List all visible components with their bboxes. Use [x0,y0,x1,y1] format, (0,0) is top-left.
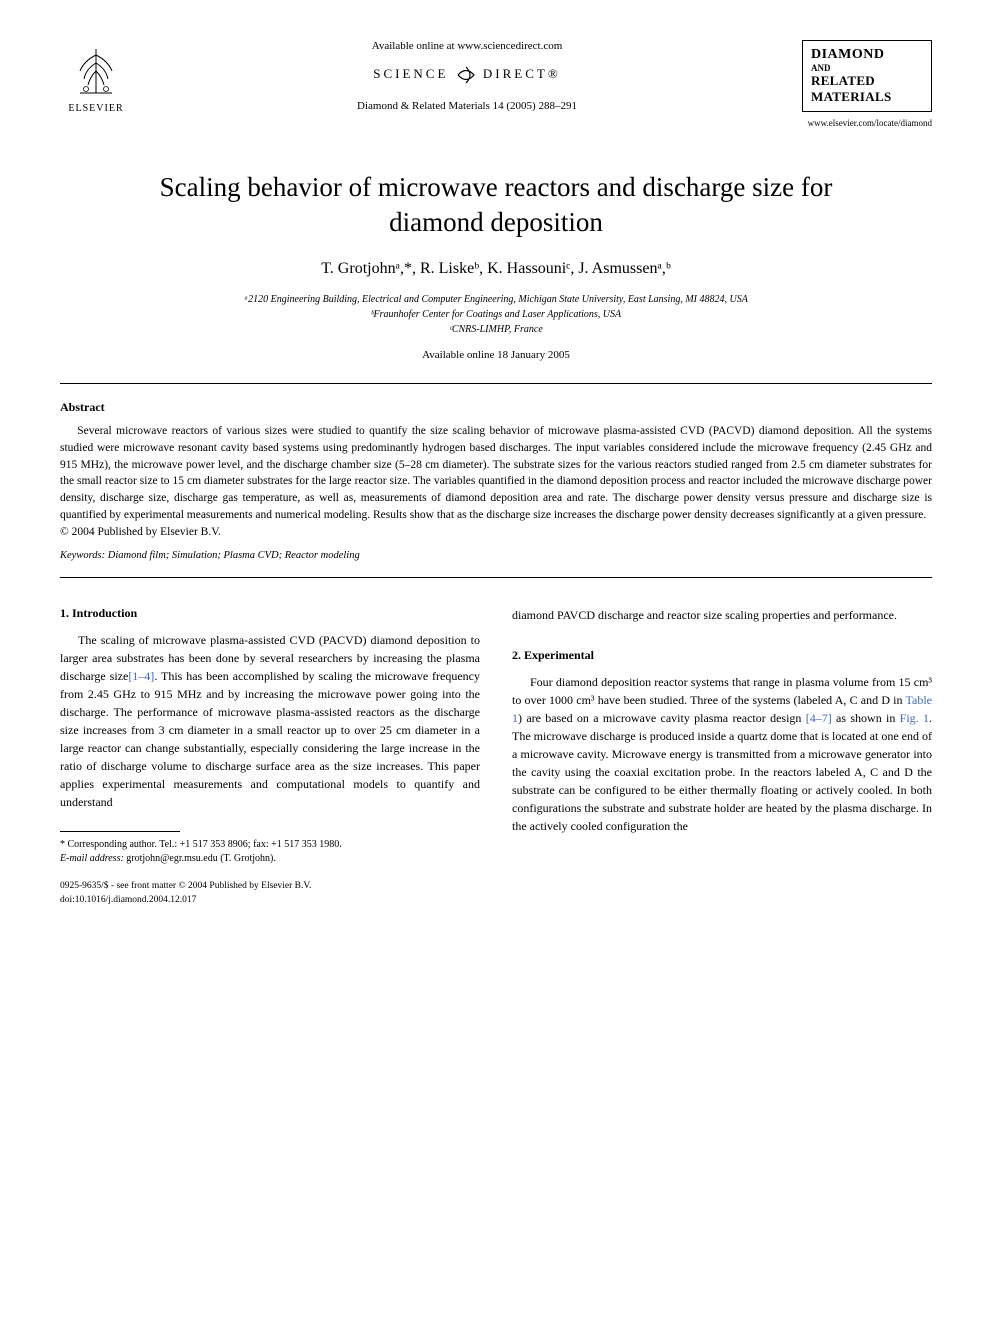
footer-metadata: 0925-9635/$ - see front matter © 2004 Pu… [60,880,480,907]
elsevier-text: ELSEVIER [68,103,123,114]
journal-word-related: RELATED [811,73,923,89]
fig-1-link[interactable]: Fig. 1 [900,711,929,725]
affiliation-b: ᵇFraunhofer Center for Coatings and Lase… [60,307,932,322]
footnote-corr: * Corresponding author. Tel.: +1 517 353… [60,838,480,852]
journal-badge: DIAMOND AND RELATED MATERIALS www.elsevi… [802,40,932,128]
section-2-para: Four diamond deposition reactor systems … [512,673,932,835]
affiliations: ᵃ2120 Engineering Building, Electrical a… [60,292,932,337]
email-label: E-mail address: [60,853,124,864]
center-header: Available online at www.sciencedirect.co… [132,40,802,112]
page-header: ELSEVIER Available online at www.science… [60,40,932,128]
journal-reference: Diamond & Related Materials 14 (2005) 28… [152,100,782,112]
s2-text-4: . The microwave discharge is produced in… [512,711,932,833]
footer-doi: doi:10.1016/j.diamond.2004.12.017 [60,894,480,907]
s1-text-2: . This has been accomplished by scaling … [60,669,480,809]
affiliation-a: ᵃ2120 Engineering Building, Electrical a… [60,292,932,307]
journal-name-box: DIAMOND AND RELATED MATERIALS [802,40,932,112]
section-1-para: The scaling of microwave plasma-assisted… [60,631,480,811]
science-direct-logo: SCIENCE DIRECT® [152,64,782,86]
s2-text-1: Four diamond deposition reactor systems … [512,675,932,707]
citation-4-7[interactable]: [4–7] [806,711,832,725]
section-1-heading: 1. Introduction [60,606,480,621]
abstract-body: Several microwave reactors of various si… [60,423,932,523]
abstract-section: Abstract Several microwave reactors of v… [60,400,932,538]
s2-text-2: ) are based on a microwave cavity plasma… [518,711,806,725]
elsevier-tree-icon [66,45,126,101]
column-left: 1. Introduction The scaling of microwave… [60,606,480,907]
online-date: Available online 18 January 2005 [60,349,932,361]
sciencedirect-swirl-icon [455,64,477,86]
body-columns: 1. Introduction The scaling of microwave… [60,606,932,907]
s2-text-3: as shown in [832,711,900,725]
journal-word-materials: MATERIALS [811,89,923,105]
footnote-email: E-mail address: grotjohn@egr.msu.edu (T.… [60,852,480,866]
affiliation-c: ᶜCNRS-LIMHP, France [60,322,932,337]
footer-issn: 0925-9635/$ - see front matter © 2004 Pu… [60,880,480,893]
authors-line: T. Grotjohnᵃ,*, R. Liskeᵇ, K. Hassouniᶜ,… [60,260,932,278]
footnote-rule [60,831,180,832]
section-2-heading: 2. Experimental [512,648,932,663]
science-text: SCIENCE [373,66,448,81]
corresponding-author-footnote: * Corresponding author. Tel.: +1 517 353… [60,838,480,866]
article-title: Scaling behavior of microwave reactors a… [146,170,846,240]
journal-word-and: AND [811,63,923,73]
journal-url: www.elsevier.com/locate/diamond [802,118,932,128]
elsevier-logo: ELSEVIER [60,40,132,118]
abstract-copyright: © 2004 Published by Elsevier B.V. [60,526,932,538]
citation-1-4[interactable]: [1–4] [128,669,154,683]
section-1-continuation: diamond PAVCD discharge and reactor size… [512,606,932,624]
available-online-text: Available online at www.sciencedirect.co… [152,40,782,52]
rule-bottom [60,577,932,578]
rule-top [60,383,932,384]
column-right: diamond PAVCD discharge and reactor size… [512,606,932,907]
abstract-heading: Abstract [60,400,932,415]
keywords: Keywords: Diamond film; Simulation; Plas… [60,550,932,561]
email-value: grotjohn@egr.msu.edu (T. Grotjohn). [124,853,276,864]
direct-text: DIRECT® [483,66,561,81]
journal-word-diamond: DIAMOND [811,47,923,63]
